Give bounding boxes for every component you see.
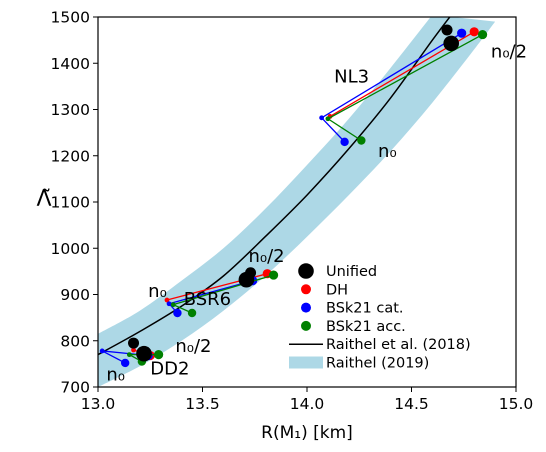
legend-label: Raithel et al. (2018) (326, 337, 471, 353)
x-tick-label: 15.0 (499, 395, 534, 413)
annotation-label: n₀ (106, 365, 125, 386)
nl3-bsk21-cat-half-n0-point (457, 28, 467, 38)
legend-label: DH (326, 282, 348, 298)
y-tick-label: 1000 (51, 240, 90, 258)
x-tick-label: 13.5 (185, 395, 220, 413)
annotation-label: n₀ (148, 281, 167, 302)
legend-marker (301, 320, 311, 331)
eos-markers (99, 24, 488, 368)
y-axis-ticks: 700 800 900 1000 1100 1200 1300 1400 1500 (51, 9, 98, 397)
legend-marker (301, 302, 311, 313)
annotation-label: NL3 (334, 67, 369, 88)
legend-band-swatch (289, 356, 323, 369)
nl3-bsk21-cat-connector (321, 32, 462, 119)
bsr6-bsk21-cat-n0-small-point (166, 301, 172, 307)
nl3-bsk21-cat-n0-point (340, 137, 349, 147)
dd2-unified-small-point (128, 337, 140, 349)
annotation-label: DD2 (150, 359, 189, 380)
nl3-unified-point (443, 35, 460, 52)
legend-label: Raithel (2019) (326, 356, 429, 372)
dd2-bsk21-cat-n0-small-point (99, 348, 105, 354)
nl3-bsk21-acc-n0-connector (327, 118, 362, 142)
y-tick-label: 1500 (51, 9, 90, 27)
x-tick-label: 14.5 (394, 395, 429, 413)
bsr6-bsk21-acc-half-n0-point (268, 270, 279, 280)
raithel-2019-band (98, 17, 496, 387)
annotation-label: n₀/2 (248, 246, 284, 267)
dd2-unified-point (136, 345, 152, 362)
nl3-unified-small-point (441, 24, 453, 36)
y-axis-label: Λ̃ (36, 187, 51, 212)
nl3-bsk21-cat-n0-connector (321, 117, 346, 143)
dd2-dh-n0-small-point (131, 347, 136, 353)
y-tick-label: 700 (60, 379, 90, 397)
annotation-label: BSR6 (184, 289, 231, 310)
y-tick-label: 1100 (51, 194, 90, 212)
bsr6-bsk21-cat-n0-point (173, 308, 182, 318)
annotation-label: n₀/2 (175, 336, 211, 357)
dd2-bsk21-cat-n0-point (120, 358, 130, 368)
y-tick-label: 800 (60, 332, 90, 350)
bsr6-bsk21-acc-n0-small-point (170, 302, 176, 308)
legend-marker (301, 284, 311, 295)
legend-label: BSk21 acc. (326, 319, 406, 335)
plot-area (98, 17, 496, 387)
annotation-label: n₀ (378, 141, 397, 162)
y-tick-label: 900 (60, 286, 90, 304)
dd2-bsk21-acc-half-n0-point (154, 350, 164, 360)
dd2-bsk21-cat-n0-connector (101, 350, 126, 364)
legend: Unified DH BSk21 cat. BSk21 acc. Raithel et … (289, 263, 471, 372)
nl3-bsk21-acc-n0-small-point (325, 116, 331, 122)
x-axis-ticks: 13.0 13.5 14.0 14.5 15.0 (81, 387, 534, 413)
bsr6-bsk21-acc-connector (173, 274, 274, 306)
legend-unified-marker (298, 263, 314, 279)
nl3-dh-half-n0-point (469, 27, 479, 37)
bsr6-bsk21-acc-n0-point (187, 308, 197, 318)
x-tick-label: 14.0 (290, 395, 325, 413)
bsr6-bsk21-cat-connector (168, 279, 253, 305)
dd2-bsk21-acc-n0-small-point (126, 352, 132, 358)
y-tick-label: 1300 (51, 101, 90, 119)
raithel-2018-line (98, 17, 451, 356)
bsr6-dh-n0-small-point (164, 297, 170, 303)
legend-label: Unified (326, 264, 377, 280)
bsr6-unified-point (238, 271, 255, 288)
annotation-label: n₀/2 (491, 42, 527, 63)
x-tick-label: 13.0 (81, 395, 116, 413)
y-tick-label: 1200 (51, 147, 90, 165)
nl3-bsk21-acc-half-n0-point (477, 29, 488, 40)
y-tick-label: 1400 (51, 55, 90, 73)
x-axis-label: R(M₁) [km] (261, 423, 353, 443)
annotations: NL3 n₀/2 n₀ n₀/2 n₀ BSR6 n₀/2 n₀ DD2 (106, 42, 527, 386)
nl3-bsk21-acc-n0-point (357, 136, 366, 145)
legend-label: BSk21 cat. (326, 301, 404, 317)
nl3-bsk21-cat-n0-small-point (319, 115, 325, 121)
